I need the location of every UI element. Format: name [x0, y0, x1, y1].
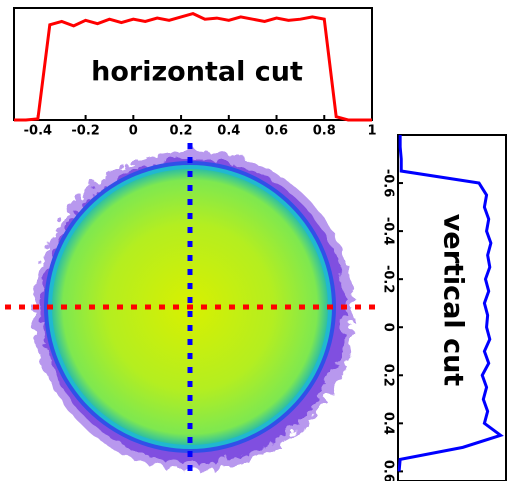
- cut-line: [14, 12, 372, 122]
- tick-label: 0.2: [170, 124, 193, 139]
- tick-label: 0.4: [381, 412, 396, 435]
- beam-image: [5, 143, 376, 476]
- chart-title: horizontal cut: [91, 57, 303, 88]
- tick-label: -0.2: [381, 265, 396, 293]
- plot-frame: [13, 7, 373, 121]
- tick-label: -0.4: [24, 124, 52, 139]
- plot-frame: [397, 134, 507, 481]
- tick-label: 0.2: [381, 364, 396, 387]
- tick-label: -0.4: [381, 217, 396, 245]
- tick-label: 0.4: [217, 124, 240, 139]
- tick-label: 0.8: [313, 124, 336, 139]
- tick-label: 0.6: [265, 124, 288, 139]
- tick-label: 1: [367, 124, 376, 139]
- tick-label: -0.6: [381, 169, 396, 197]
- tick-label: 0.6: [381, 460, 396, 481]
- tick-label: 0: [129, 124, 138, 139]
- cut-line: [397, 135, 504, 472]
- tick-label: -0.2: [71, 124, 99, 139]
- chart-title: vertical cut: [438, 214, 469, 386]
- tick-label: 0: [381, 323, 396, 332]
